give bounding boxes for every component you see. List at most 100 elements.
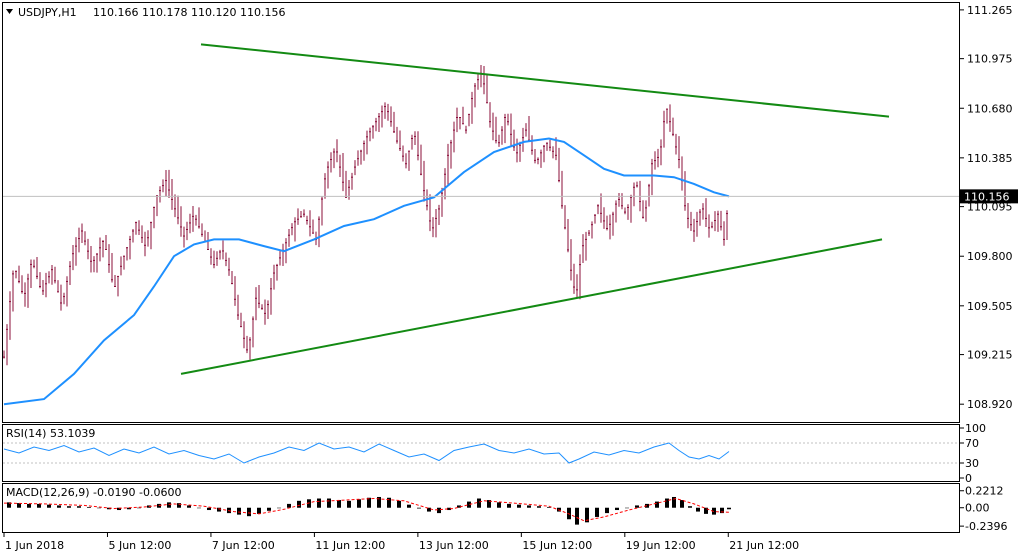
macd-histogram-bar xyxy=(337,500,341,508)
macd-histogram-bar xyxy=(615,507,619,511)
macd-histogram-bar xyxy=(167,502,171,508)
current-price-box xyxy=(960,189,1018,204)
price-tick-label: 110.385 xyxy=(967,152,1013,165)
macd-tick-label: -0.2396 xyxy=(965,520,1007,533)
macd-histogram-bar xyxy=(575,507,579,525)
macd-histogram-bar xyxy=(357,499,361,508)
macd-histogram-bar xyxy=(57,505,61,508)
macd-histogram-bar xyxy=(537,506,541,508)
macd-histogram-bar xyxy=(367,497,371,508)
macd-histogram-bar xyxy=(267,507,271,511)
macd-histogram-bar xyxy=(477,498,481,508)
time-tick-label: 19 Jun 12:00 xyxy=(626,539,696,552)
macd-signal-line xyxy=(3,497,730,522)
macd-layer: 0.2212 0.00 -0.2396 xyxy=(3,485,1007,533)
triangle-down-icon[interactable] xyxy=(6,9,13,14)
macd-histogram-bar xyxy=(327,498,331,508)
macd-histogram-bar xyxy=(257,507,261,514)
macd-tick-label: 0.2212 xyxy=(965,485,1004,498)
macd-histogram-bar xyxy=(720,507,724,514)
macd-histogram-bar xyxy=(635,505,639,508)
macd-histogram-bar xyxy=(397,500,401,508)
rsi-label: RSI(14) 53.1039 xyxy=(6,427,95,440)
price-tick-label: 109.505 xyxy=(967,300,1013,313)
price-tick-label: 110.095 xyxy=(967,201,1013,214)
macd-histogram-bar xyxy=(7,502,11,508)
macd-histogram-bar xyxy=(237,507,241,515)
price-axis: 111.265 110.975 110.680 110.385 110.095 109.8… xyxy=(959,4,1013,411)
macd-histogram-bar xyxy=(527,505,531,508)
macd-histogram-bar xyxy=(417,507,421,509)
macd-histogram-bar xyxy=(207,507,211,511)
macd-histogram-bar xyxy=(187,505,191,508)
macd-histogram-bar xyxy=(307,499,311,508)
price-candles xyxy=(3,65,728,366)
current-price-layer: 110.156 xyxy=(3,189,1018,204)
macd-histogram-bar xyxy=(487,500,491,508)
price-tick-label: 110.680 xyxy=(967,102,1013,115)
macd-histogram-bar xyxy=(696,507,700,512)
time-tick-label: 13 Jun 12:00 xyxy=(419,539,489,552)
macd-tick-label: 0.00 xyxy=(965,502,990,515)
macd-histogram-bar xyxy=(107,507,111,510)
macd-histogram-bar xyxy=(680,500,684,508)
macd-histogram-bar xyxy=(287,503,291,508)
macd-histogram-bar xyxy=(585,507,589,523)
macd-histogram-bar xyxy=(247,507,251,517)
macd-histogram-bar xyxy=(67,506,71,508)
macd-histogram-bar xyxy=(17,503,21,508)
rsi-tick-label: 100 xyxy=(965,422,986,435)
macd-histogram-bar xyxy=(27,503,31,508)
price-tick-label: 110.975 xyxy=(967,53,1013,66)
macd-panel-frame xyxy=(2,483,960,533)
price-tick-label: 109.800 xyxy=(967,250,1013,263)
macd-histogram-bar xyxy=(407,504,411,508)
macd-histogram-bar xyxy=(197,507,201,509)
moving-average-layer xyxy=(3,137,730,406)
macd-histogram-bar xyxy=(625,507,629,509)
macd-histogram-bar xyxy=(517,504,521,508)
rsi-layer: 100 70 30 0 xyxy=(3,422,986,485)
lower-trendline xyxy=(180,238,883,375)
macd-histogram-bar xyxy=(127,507,131,510)
macd-histogram-bar xyxy=(547,506,551,508)
macd-histogram-bar xyxy=(177,503,181,508)
macd-histogram-bar xyxy=(137,507,141,509)
macd-histogram-bar xyxy=(47,504,51,508)
rsi-panel-frame xyxy=(2,424,960,482)
macd-histogram-bar xyxy=(377,496,381,508)
macd-histogram-bar xyxy=(387,497,391,508)
macd-histogram-bar xyxy=(297,500,301,508)
time-tick-label: 7 Jun 12:00 xyxy=(212,539,275,552)
time-tick-label: 15 Jun 12:00 xyxy=(522,539,592,552)
macd-histogram-bar xyxy=(87,506,91,508)
time-tick-label: 1 Jun 2018 xyxy=(5,539,64,552)
macd-histogram-bar xyxy=(457,505,461,508)
rsi-tick-label: 70 xyxy=(965,437,979,450)
rsi-line xyxy=(3,442,730,464)
trendlines-layer xyxy=(180,43,890,375)
macd-histogram-bar xyxy=(77,506,81,508)
macd-histogram-bar xyxy=(447,507,451,511)
rsi-tick-label: 0 xyxy=(965,472,972,485)
macd-histogram-bar xyxy=(317,498,321,508)
macd-histogram-bar xyxy=(704,507,708,514)
time-tick-label: 11 Jun 12:00 xyxy=(315,539,385,552)
macd-histogram-bar xyxy=(605,507,609,514)
macd-histogram-bar xyxy=(672,496,676,508)
symbol-label: USDJPY,H1 xyxy=(18,6,77,19)
macd-histogram-bar xyxy=(347,500,351,508)
macd-histogram-bar xyxy=(655,501,659,508)
macd-histogram-bar xyxy=(595,507,599,517)
rsi-tick-label: 30 xyxy=(965,457,979,470)
current-price-label: 110.156 xyxy=(964,190,1010,203)
price-tick-label: 111.265 xyxy=(967,4,1013,17)
macd-histogram-bar xyxy=(688,506,692,508)
macd-histogram-bar xyxy=(217,507,221,512)
macd-histogram-bar xyxy=(97,507,101,509)
macd-histogram-bar xyxy=(727,507,731,510)
time-tick-label: 5 Jun 12:00 xyxy=(108,539,171,552)
time-tick-label: 21 Jun 12:00 xyxy=(729,539,799,552)
macd-label: MACD(12,26,9) -0.0190 -0.0600 xyxy=(6,486,181,499)
